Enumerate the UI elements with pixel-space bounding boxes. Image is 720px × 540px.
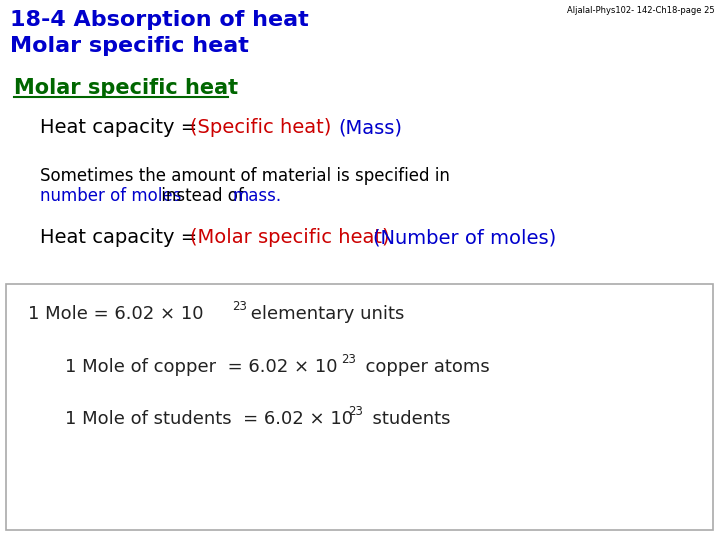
Text: mass.: mass. [232,187,281,205]
Text: 1 Mole of copper  = 6.02 × 10: 1 Mole of copper = 6.02 × 10 [65,358,338,376]
Text: 23: 23 [348,405,363,418]
Text: (Molar specific heat): (Molar specific heat) [190,228,396,247]
Text: Sometimes the amount of material is specified in: Sometimes the amount of material is spec… [40,167,450,185]
Text: 18-4 Absorption of heat: 18-4 Absorption of heat [10,10,309,30]
Text: Heat capacity =: Heat capacity = [40,228,204,247]
Text: (Specific heat): (Specific heat) [190,118,338,137]
Text: Heat capacity =: Heat capacity = [40,118,204,137]
Text: (Mass): (Mass) [338,118,402,137]
Text: Molar specific heat: Molar specific heat [14,78,238,98]
Text: number of moles: number of moles [40,187,181,205]
Text: (Number of moles): (Number of moles) [373,228,557,247]
Text: Molar specific heat: Molar specific heat [10,36,249,56]
Text: 23: 23 [232,300,247,313]
Text: Aljalal-Phys102- 142-Ch18-page 25: Aljalal-Phys102- 142-Ch18-page 25 [567,6,715,15]
Text: copper atoms: copper atoms [354,358,490,376]
Text: 23: 23 [341,353,356,366]
Text: 1 Mole = 6.02 × 10: 1 Mole = 6.02 × 10 [28,305,204,323]
Text: instead of: instead of [156,187,249,205]
FancyBboxPatch shape [6,284,713,530]
Text: 1 Mole of students  = 6.02 × 10: 1 Mole of students = 6.02 × 10 [65,410,353,428]
Text: elementary units: elementary units [245,305,405,323]
Text: students: students [361,410,451,428]
